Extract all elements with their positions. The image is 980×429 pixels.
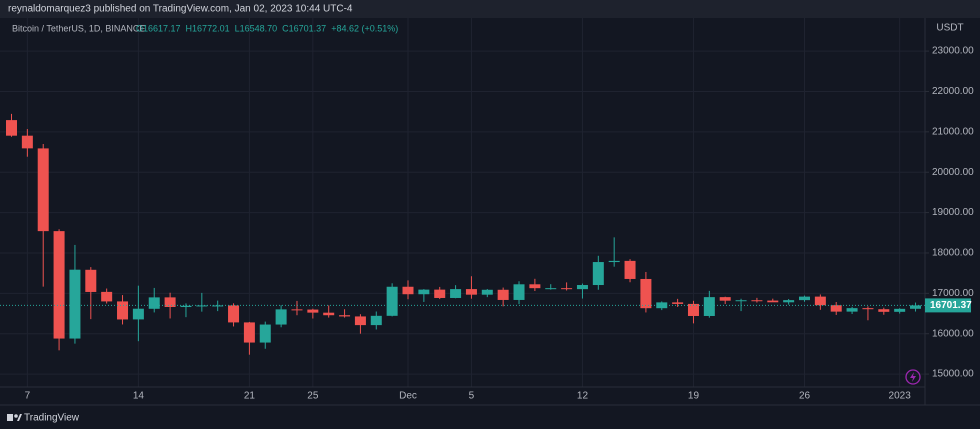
y-tick-label: 23000.00 bbox=[932, 46, 974, 57]
x-tick-label: 21 bbox=[244, 391, 256, 402]
candle-body bbox=[69, 269, 81, 339]
candle-body bbox=[846, 308, 858, 312]
y-tick-label: 20000.00 bbox=[932, 167, 974, 178]
candle-body bbox=[386, 286, 398, 316]
candle-body bbox=[228, 305, 240, 323]
candle-body bbox=[402, 286, 414, 295]
candle-body bbox=[307, 309, 319, 313]
candle-body bbox=[196, 305, 208, 307]
y-tick-label: 18000.00 bbox=[932, 248, 974, 259]
candle-body bbox=[101, 291, 113, 302]
candle-body bbox=[862, 308, 874, 310]
x-tick-label: 25 bbox=[307, 391, 319, 402]
symbol-label: Bitcoin / TetherUS, 1D, BINANCE bbox=[12, 23, 145, 33]
y-tick-label: 22000.00 bbox=[932, 86, 974, 97]
currency-label: USDT bbox=[936, 23, 963, 34]
candle-body bbox=[6, 120, 17, 136]
ohlc-value: L16548.70 bbox=[235, 23, 278, 33]
candle-body bbox=[85, 269, 97, 292]
candle-body bbox=[529, 284, 541, 289]
y-tick-label: 21000.00 bbox=[932, 126, 974, 137]
candle-body bbox=[117, 301, 129, 320]
candle-body bbox=[799, 296, 810, 301]
candle-body bbox=[132, 308, 144, 320]
last-price-box bbox=[925, 298, 971, 313]
candle-body bbox=[608, 260, 620, 263]
brand: TradingView bbox=[24, 413, 80, 424]
candle-body bbox=[735, 300, 747, 302]
ohlc-value: +84.62 (+0.51%) bbox=[331, 23, 398, 33]
published-line: reynaldomarquez3 published on TradingVie… bbox=[8, 4, 353, 15]
candle-body bbox=[878, 309, 890, 312]
candle-body bbox=[910, 305, 922, 309]
candle-body bbox=[370, 315, 382, 326]
tv-logo bbox=[7, 414, 22, 421]
candle-body bbox=[259, 324, 271, 343]
candle-body bbox=[513, 284, 525, 300]
ohlc-value: O16617.17 bbox=[136, 23, 181, 33]
top-bar bbox=[0, 0, 980, 18]
candle-body bbox=[434, 289, 446, 298]
candle-body bbox=[719, 297, 731, 301]
y-tick-label: 16000.00 bbox=[932, 328, 974, 339]
candle-body bbox=[783, 300, 795, 303]
candle-body bbox=[830, 305, 842, 312]
candle-body bbox=[243, 322, 255, 343]
candle-body bbox=[465, 289, 477, 295]
candle-body bbox=[624, 260, 636, 279]
candle-body bbox=[418, 289, 430, 295]
candle-body bbox=[656, 302, 668, 309]
last-price-label: 16701.37 bbox=[930, 300, 972, 311]
candle-body bbox=[576, 285, 588, 290]
candle-body bbox=[592, 262, 604, 286]
x-tick-label: 14 bbox=[133, 391, 145, 402]
y-tick-label: 17000.00 bbox=[932, 288, 974, 299]
candle-body bbox=[291, 309, 303, 311]
candle-body bbox=[894, 308, 906, 312]
x-tick-label: 7 bbox=[25, 391, 31, 402]
candle-body bbox=[481, 289, 493, 295]
candle-body bbox=[323, 312, 335, 316]
candle-body bbox=[561, 288, 573, 290]
candle-body bbox=[339, 315, 351, 317]
x-tick-label: 19 bbox=[688, 391, 700, 402]
candle-body bbox=[640, 278, 652, 309]
candle-body bbox=[275, 309, 287, 325]
candle-body bbox=[814, 296, 826, 306]
candle-body bbox=[767, 300, 779, 303]
candle-body bbox=[672, 302, 684, 304]
candle-body bbox=[703, 297, 715, 316]
candle-body bbox=[21, 135, 33, 149]
candle-body bbox=[497, 289, 509, 300]
candle-body bbox=[212, 305, 224, 307]
candle-body bbox=[751, 300, 763, 302]
ohlc-value: C16701.37 bbox=[282, 23, 326, 33]
candle-body bbox=[354, 316, 366, 326]
x-tick-label: Dec bbox=[399, 391, 417, 402]
x-tick-label: 26 bbox=[799, 391, 811, 402]
candle-body bbox=[687, 303, 699, 316]
ohlc-value: H16772.01 bbox=[186, 23, 230, 33]
x-tick-label: 5 bbox=[469, 391, 475, 402]
candle-body bbox=[450, 289, 462, 298]
alert-icon[interactable] bbox=[905, 369, 921, 385]
candle-body bbox=[164, 297, 176, 307]
candle-body bbox=[148, 297, 160, 309]
candle-body bbox=[37, 148, 49, 232]
y-tick-label: 19000.00 bbox=[932, 207, 974, 218]
x-tick-label: 2023 bbox=[889, 391, 912, 402]
y-tick-label: 15000.00 bbox=[932, 369, 974, 380]
x-tick-label: 12 bbox=[577, 391, 589, 402]
candle-body bbox=[545, 288, 557, 290]
candle-body bbox=[180, 305, 192, 308]
candle-body bbox=[53, 231, 65, 339]
